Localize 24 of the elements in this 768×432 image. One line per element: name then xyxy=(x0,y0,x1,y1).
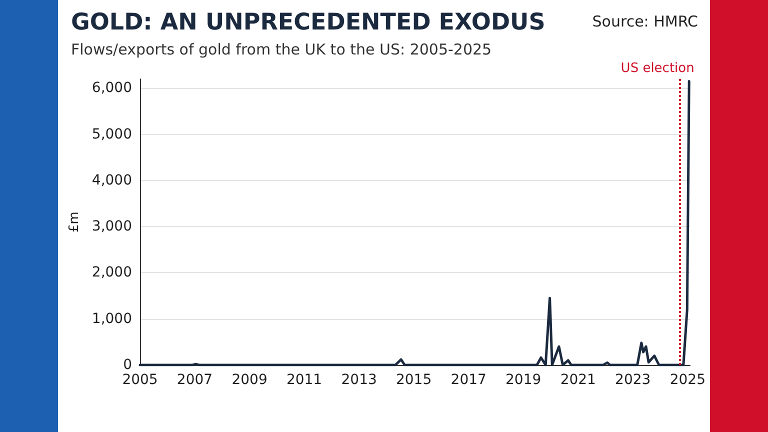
x-tick-label: 2009 xyxy=(232,372,268,388)
y-tick-label: 4,000 xyxy=(92,172,132,188)
y-tick-label: 1,000 xyxy=(92,310,132,327)
line-series xyxy=(138,80,690,366)
ref-line-label: US election xyxy=(620,61,694,76)
x-tick-label: 2021 xyxy=(560,372,596,388)
x-tick-label: 2007 xyxy=(176,372,213,388)
x-tick-label: 2015 xyxy=(396,372,432,388)
x-tick-label: 2023 xyxy=(615,372,651,388)
chart-subtitle: Flows/exports of gold from the UK to the US: 2005-2025 xyxy=(71,40,492,58)
y-tick-label: 2,000 xyxy=(92,264,132,281)
x-tick-label: 2017 xyxy=(450,372,486,388)
x-tick-label: 2011 xyxy=(286,372,322,388)
source-note: Source: HMRC xyxy=(592,12,698,30)
x-tick-label: 2025 xyxy=(670,372,706,388)
y-tick-label: 5,000 xyxy=(92,126,132,142)
x-tick-label: 2013 xyxy=(341,372,377,388)
y-tick-label: 3,000 xyxy=(92,218,132,235)
y-axis-title: £m xyxy=(67,212,82,232)
y-tick-label: 0 xyxy=(123,357,132,373)
x-tick-label: 2019 xyxy=(506,372,542,388)
y-tick-label: 6,000 xyxy=(92,80,132,96)
x-tick-label: 2005 xyxy=(122,372,158,388)
chart-title: GOLD: AN UNPRECEDENTED EXODUS xyxy=(71,10,546,36)
